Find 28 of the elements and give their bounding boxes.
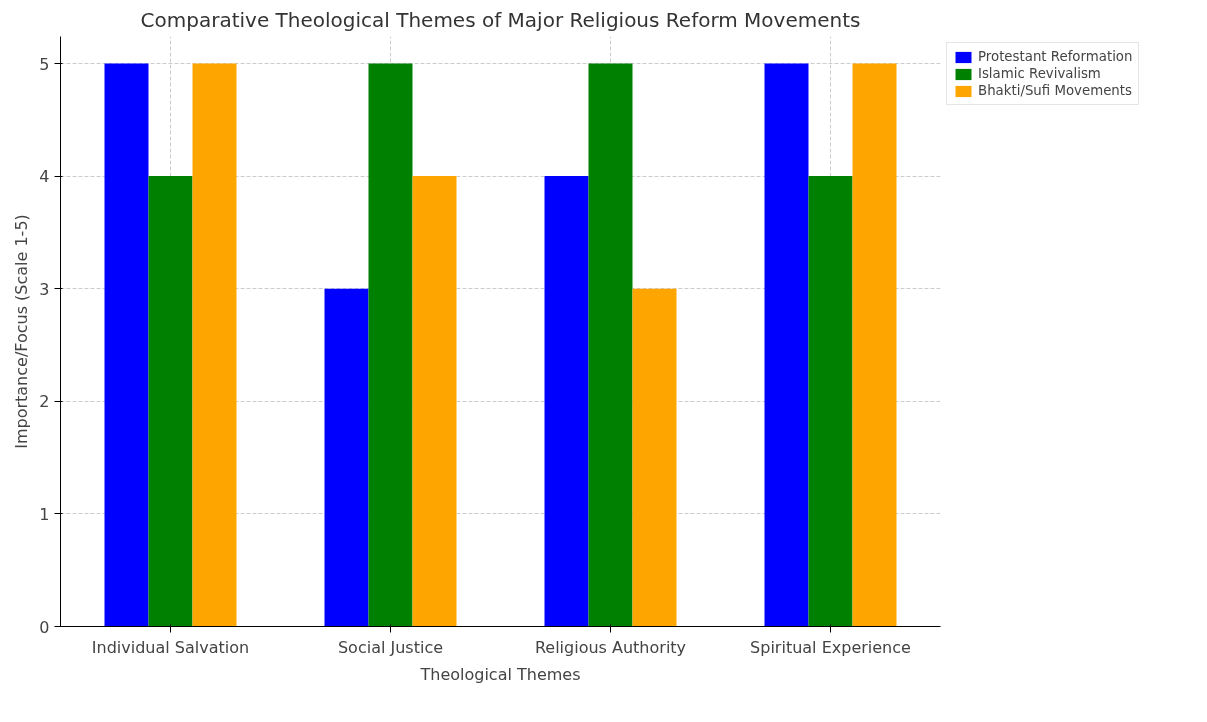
y-tick-label: 2 bbox=[39, 392, 50, 412]
legend-label: Bhakti/Sufi Movements bbox=[978, 83, 1132, 98]
y-tick-label: 1 bbox=[39, 504, 50, 524]
bar bbox=[368, 63, 413, 627]
x-tick-label: Spiritual Experience bbox=[750, 637, 911, 657]
x-tick-label: Individual Salvation bbox=[91, 637, 250, 657]
bar bbox=[104, 63, 149, 627]
y-tick-label: 5 bbox=[39, 54, 50, 74]
bar bbox=[412, 176, 457, 627]
y-axis-title: Importance/Focus (Scale 1-5) bbox=[12, 214, 32, 449]
chart-title: Comparative Theological Themes of Major Religious Reform Movements bbox=[140, 7, 861, 32]
x-axis-title: Theological Themes bbox=[419, 664, 581, 684]
x-tick-label: Social Justice bbox=[337, 637, 444, 657]
bar bbox=[544, 176, 589, 627]
bar bbox=[588, 63, 633, 627]
legend-label: Protestant Reformation bbox=[978, 49, 1133, 64]
bar bbox=[808, 176, 853, 627]
y-tick-label: 4 bbox=[39, 167, 50, 187]
legend-label: Islamic Revivalism bbox=[978, 66, 1101, 81]
bar bbox=[148, 176, 193, 627]
y-tick-label: 3 bbox=[39, 279, 50, 299]
bar bbox=[632, 288, 677, 627]
bar bbox=[764, 63, 809, 627]
bar bbox=[852, 63, 897, 627]
bar bbox=[192, 63, 237, 627]
bar bbox=[324, 288, 369, 627]
y-tick-label: 0 bbox=[39, 617, 50, 637]
x-tick-label: Religious Authority bbox=[534, 637, 687, 657]
